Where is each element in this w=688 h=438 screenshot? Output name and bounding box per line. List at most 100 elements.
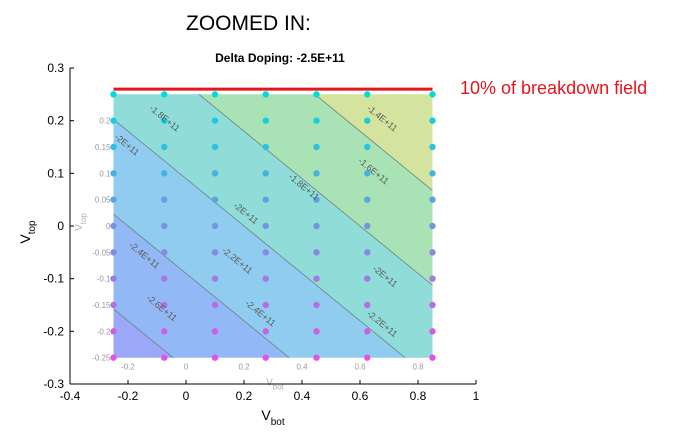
inner-y-tick-label: -0.15 [92,301,111,310]
sample-point [364,222,371,230]
sample-point [313,196,320,203]
y-tick-label: 0.1 [47,166,64,180]
inner-y-tick-label: 0 [106,222,111,231]
inner-y-tick-label: -0.1 [97,275,111,284]
heading: ZOOMED IN: [186,12,311,35]
sample-point [429,143,436,151]
inner-y-tick-label: 0.1 [99,169,111,178]
sample-point [313,328,320,335]
sample-point [262,222,269,230]
sample-point [262,354,269,361]
sample-point [364,117,371,124]
chart-title: Delta Doping: -2.5E+11 [215,51,345,65]
inner-y-tick-label: 0.05 [95,196,111,205]
sample-point [110,249,117,256]
inner-x-tick-label: 0 [184,363,189,372]
x-tick-label: -0.4 [60,389,81,403]
inner-y-tick-label: -0.05 [92,248,111,257]
sample-point [110,117,117,124]
sample-point [211,275,219,282]
x-tick-label: 0.6 [352,389,369,403]
sample-point [429,117,436,124]
sample-point [429,301,436,309]
sample-point [313,301,320,309]
sample-point [211,249,219,256]
x-axis-label: Vbot [261,407,284,428]
inner-y-tick-label: -0.2 [97,327,111,336]
x-tick-label: -0.2 [118,389,139,403]
sample-point [110,143,117,151]
contour-line-1 [314,94,433,191]
sample-point [262,275,269,282]
sample-point [313,275,320,282]
sample-point [262,143,269,151]
sample-point [262,249,269,256]
x-tick-label: 0.2 [236,389,253,403]
sample-point [110,91,117,98]
contour-lines [113,94,433,358]
contour-line-4 [113,213,290,358]
y-tick-label: -0.2 [43,324,64,338]
inner-y-tick-label: -0.25 [92,354,111,363]
y-tick-label: 0.3 [47,61,64,75]
y-tick-label: -0.1 [43,272,64,286]
sample-point [429,91,436,98]
sample-point [110,170,117,177]
sample-point [211,301,219,309]
sample-point [211,91,219,98]
sample-point [313,222,320,230]
contour-line-5 [113,308,174,358]
sample-point [161,354,168,361]
sample-point [161,249,168,256]
sample-point [110,196,117,203]
sample-point [364,170,371,177]
breakdown-field-annotation: 10% of breakdown field [460,78,648,98]
sample-point [211,170,219,177]
y-tick-label: -0.3 [43,377,64,391]
sample-point [364,196,371,203]
sample-point [429,170,436,177]
y-axis-label: Vtop [17,220,38,244]
sample-point [262,170,269,177]
inner-x-tick-label: 0.8 [412,363,424,372]
sample-point [161,328,168,335]
sample-point [110,328,117,335]
sample-point [161,275,168,282]
inner-x-tick-label: 0.6 [354,363,366,372]
inner-y-axis-label: Vtop [74,213,88,231]
sample-point [211,196,219,203]
sample-points [110,91,436,361]
inner-x-tick-label: 0.2 [238,363,250,372]
inner-y-tick-label: 0.2 [99,117,111,126]
sample-point [364,275,371,282]
y-tick-label: 0 [57,219,64,233]
contour-line-3 [113,119,406,358]
inner-axes-labels: -0.2 0 0.2 0.4 0.6 0.8 -0.25 -0.2 -0.15 -0.1 -0.05… [74,117,424,392]
sample-point [110,222,117,230]
sample-point [429,249,436,256]
sample-point [161,143,168,151]
sample-point [262,117,269,124]
sample-point [262,196,269,203]
inner-x-tick-label: 0.4 [296,363,308,372]
contour-line-2 [198,94,433,286]
sample-point [364,354,371,361]
inner-y-tick-label: 0.15 [95,143,111,152]
sample-point [364,328,371,335]
x-tick-label: 0.4 [294,389,311,403]
y-tick-label: 0.2 [47,114,64,128]
sample-point [262,91,269,98]
x-tick-label: 0.8 [410,389,427,403]
sample-point [110,301,117,309]
inner-x-axis-label: Vbot [266,378,285,392]
sample-point [161,222,168,230]
sample-point [313,354,320,361]
sample-point [161,301,168,309]
sample-point [110,354,117,361]
sample-point [161,196,168,203]
sample-point [211,328,219,335]
sample-point [429,328,436,335]
x-tick-label: 1 [473,389,480,403]
sample-point [313,170,320,177]
